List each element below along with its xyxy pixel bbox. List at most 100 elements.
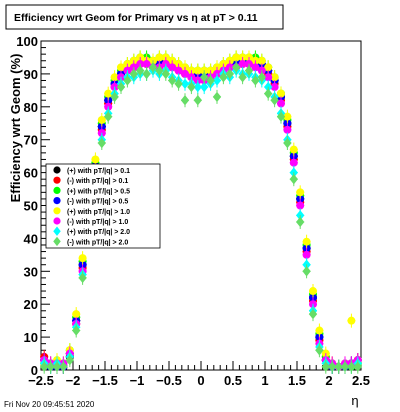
y-tick-label: 100 <box>16 34 38 49</box>
data-point <box>225 68 234 80</box>
data-point <box>193 66 202 75</box>
x-tick-label: 2 <box>325 373 332 388</box>
data-point <box>174 78 183 89</box>
data-point <box>257 56 266 65</box>
data-point <box>161 68 170 80</box>
y-tick-label: 0 <box>31 363 38 378</box>
data-point <box>46 361 55 372</box>
legend-entry: (+) with pT/|q| > 2.0 <box>53 226 130 236</box>
data-point <box>289 145 298 154</box>
data-point <box>142 60 151 69</box>
data-point <box>238 60 247 69</box>
data-point <box>78 254 87 263</box>
data-point <box>347 316 356 325</box>
data-point <box>181 69 189 78</box>
data-point <box>212 91 222 103</box>
data-point <box>168 75 177 86</box>
data-point <box>264 88 273 99</box>
data-point <box>168 63 177 72</box>
legend-label: (-) with pT/|q| > 0.5 <box>67 199 128 206</box>
x-tick-label: −0.5 <box>156 373 182 388</box>
data-point <box>193 81 202 93</box>
data-point <box>97 137 106 149</box>
x-tick-label: 0 <box>197 373 204 388</box>
data-point <box>174 66 183 75</box>
data-point <box>200 71 209 83</box>
data-point <box>334 361 343 372</box>
data-point <box>206 75 215 86</box>
x-axis-label: η <box>351 393 358 408</box>
legend-entry: (-) with pT/|q| > 0.1 <box>53 176 128 185</box>
data-point <box>155 65 164 76</box>
legend-marker <box>53 236 61 247</box>
legend-marker <box>53 166 61 174</box>
data-point <box>104 89 113 98</box>
data-point <box>180 78 190 89</box>
x-axis: −2.5 −2 −1.5 −1 −0.5 0 0.5 1 1.5 2 2.5 <box>28 361 370 388</box>
data-point <box>289 158 298 167</box>
data-point <box>302 266 311 277</box>
data-point <box>296 216 305 228</box>
data-point <box>277 99 285 108</box>
y-axis: 0 10 20 30 40 50 60 70 80 90 100 <box>16 34 50 378</box>
legend-label: (-) with pT/|q| > 1.0 <box>67 219 128 226</box>
timestamp: Fri Nov 20 09:45:51 2020 <box>4 400 95 409</box>
legend-box <box>45 163 161 249</box>
legend-label: (-) with pT/|q| > 2.0 <box>67 239 128 246</box>
y-tick-label: 20 <box>24 297 38 312</box>
data-point <box>232 53 241 62</box>
data-point <box>309 287 317 296</box>
legend-entry: (+) with pT/|q| > 0.1 <box>53 166 130 175</box>
data-point <box>72 325 81 336</box>
data-point <box>136 65 145 76</box>
y-tick-label: 50 <box>24 199 38 214</box>
y-tick-label: 90 <box>24 67 38 82</box>
data-point <box>129 68 138 80</box>
data-point <box>59 361 68 372</box>
y-tick-label: 80 <box>24 100 38 115</box>
legend-marker <box>53 176 61 184</box>
x-tick-label: 1.5 <box>288 373 306 388</box>
chart-title: Efficiency wrt Geom for Primary vs η at … <box>14 12 258 24</box>
y-axis-label: Efficiency wrt Geom (%) <box>8 54 23 203</box>
y-tick-label: 60 <box>24 166 38 181</box>
x-tick-label: 2.5 <box>352 373 370 388</box>
data-point <box>72 310 81 319</box>
data-point <box>296 188 305 197</box>
data-point <box>78 272 87 284</box>
legend-entry: (-) with pT/|q| > 0.5 <box>53 197 128 206</box>
data-point <box>340 361 350 372</box>
data-point <box>123 75 132 86</box>
data-point <box>251 75 260 86</box>
data-point <box>277 89 285 98</box>
data-point <box>219 71 228 83</box>
data-point <box>110 73 119 82</box>
data-point <box>276 111 286 122</box>
legend-entry: (-) with pT/|q| > 2.0 <box>53 236 128 247</box>
data-point <box>283 112 292 121</box>
data-point <box>117 63 125 72</box>
x-tick-label: −1 <box>130 373 145 388</box>
data-point <box>97 115 106 124</box>
legend-marker <box>53 186 61 194</box>
legend: (+) with pT/|q| > 0.1 (-) with pT/|q| > 0… <box>53 166 130 246</box>
legend-marker <box>53 217 61 225</box>
data-point <box>289 173 298 185</box>
x-tick-label: −2.5 <box>28 373 54 388</box>
x-tick-label: 1 <box>261 373 268 388</box>
x-tick-label: 0.5 <box>224 373 242 388</box>
data-point <box>283 137 292 149</box>
legend-entry: (+) with pT/|q| > 1.0 <box>53 207 130 216</box>
data-point <box>52 361 62 372</box>
data-point <box>40 361 49 372</box>
data-point <box>180 95 190 106</box>
data-point <box>347 361 356 372</box>
data-point <box>283 125 292 134</box>
legend-label: (-) with pT/|q| > 0.1 <box>67 178 128 185</box>
data-point <box>232 62 241 73</box>
data-point <box>302 250 311 259</box>
data-point <box>321 361 330 372</box>
data-point <box>302 237 311 246</box>
y-tick-label: 40 <box>24 231 38 246</box>
title-box <box>5 4 284 30</box>
